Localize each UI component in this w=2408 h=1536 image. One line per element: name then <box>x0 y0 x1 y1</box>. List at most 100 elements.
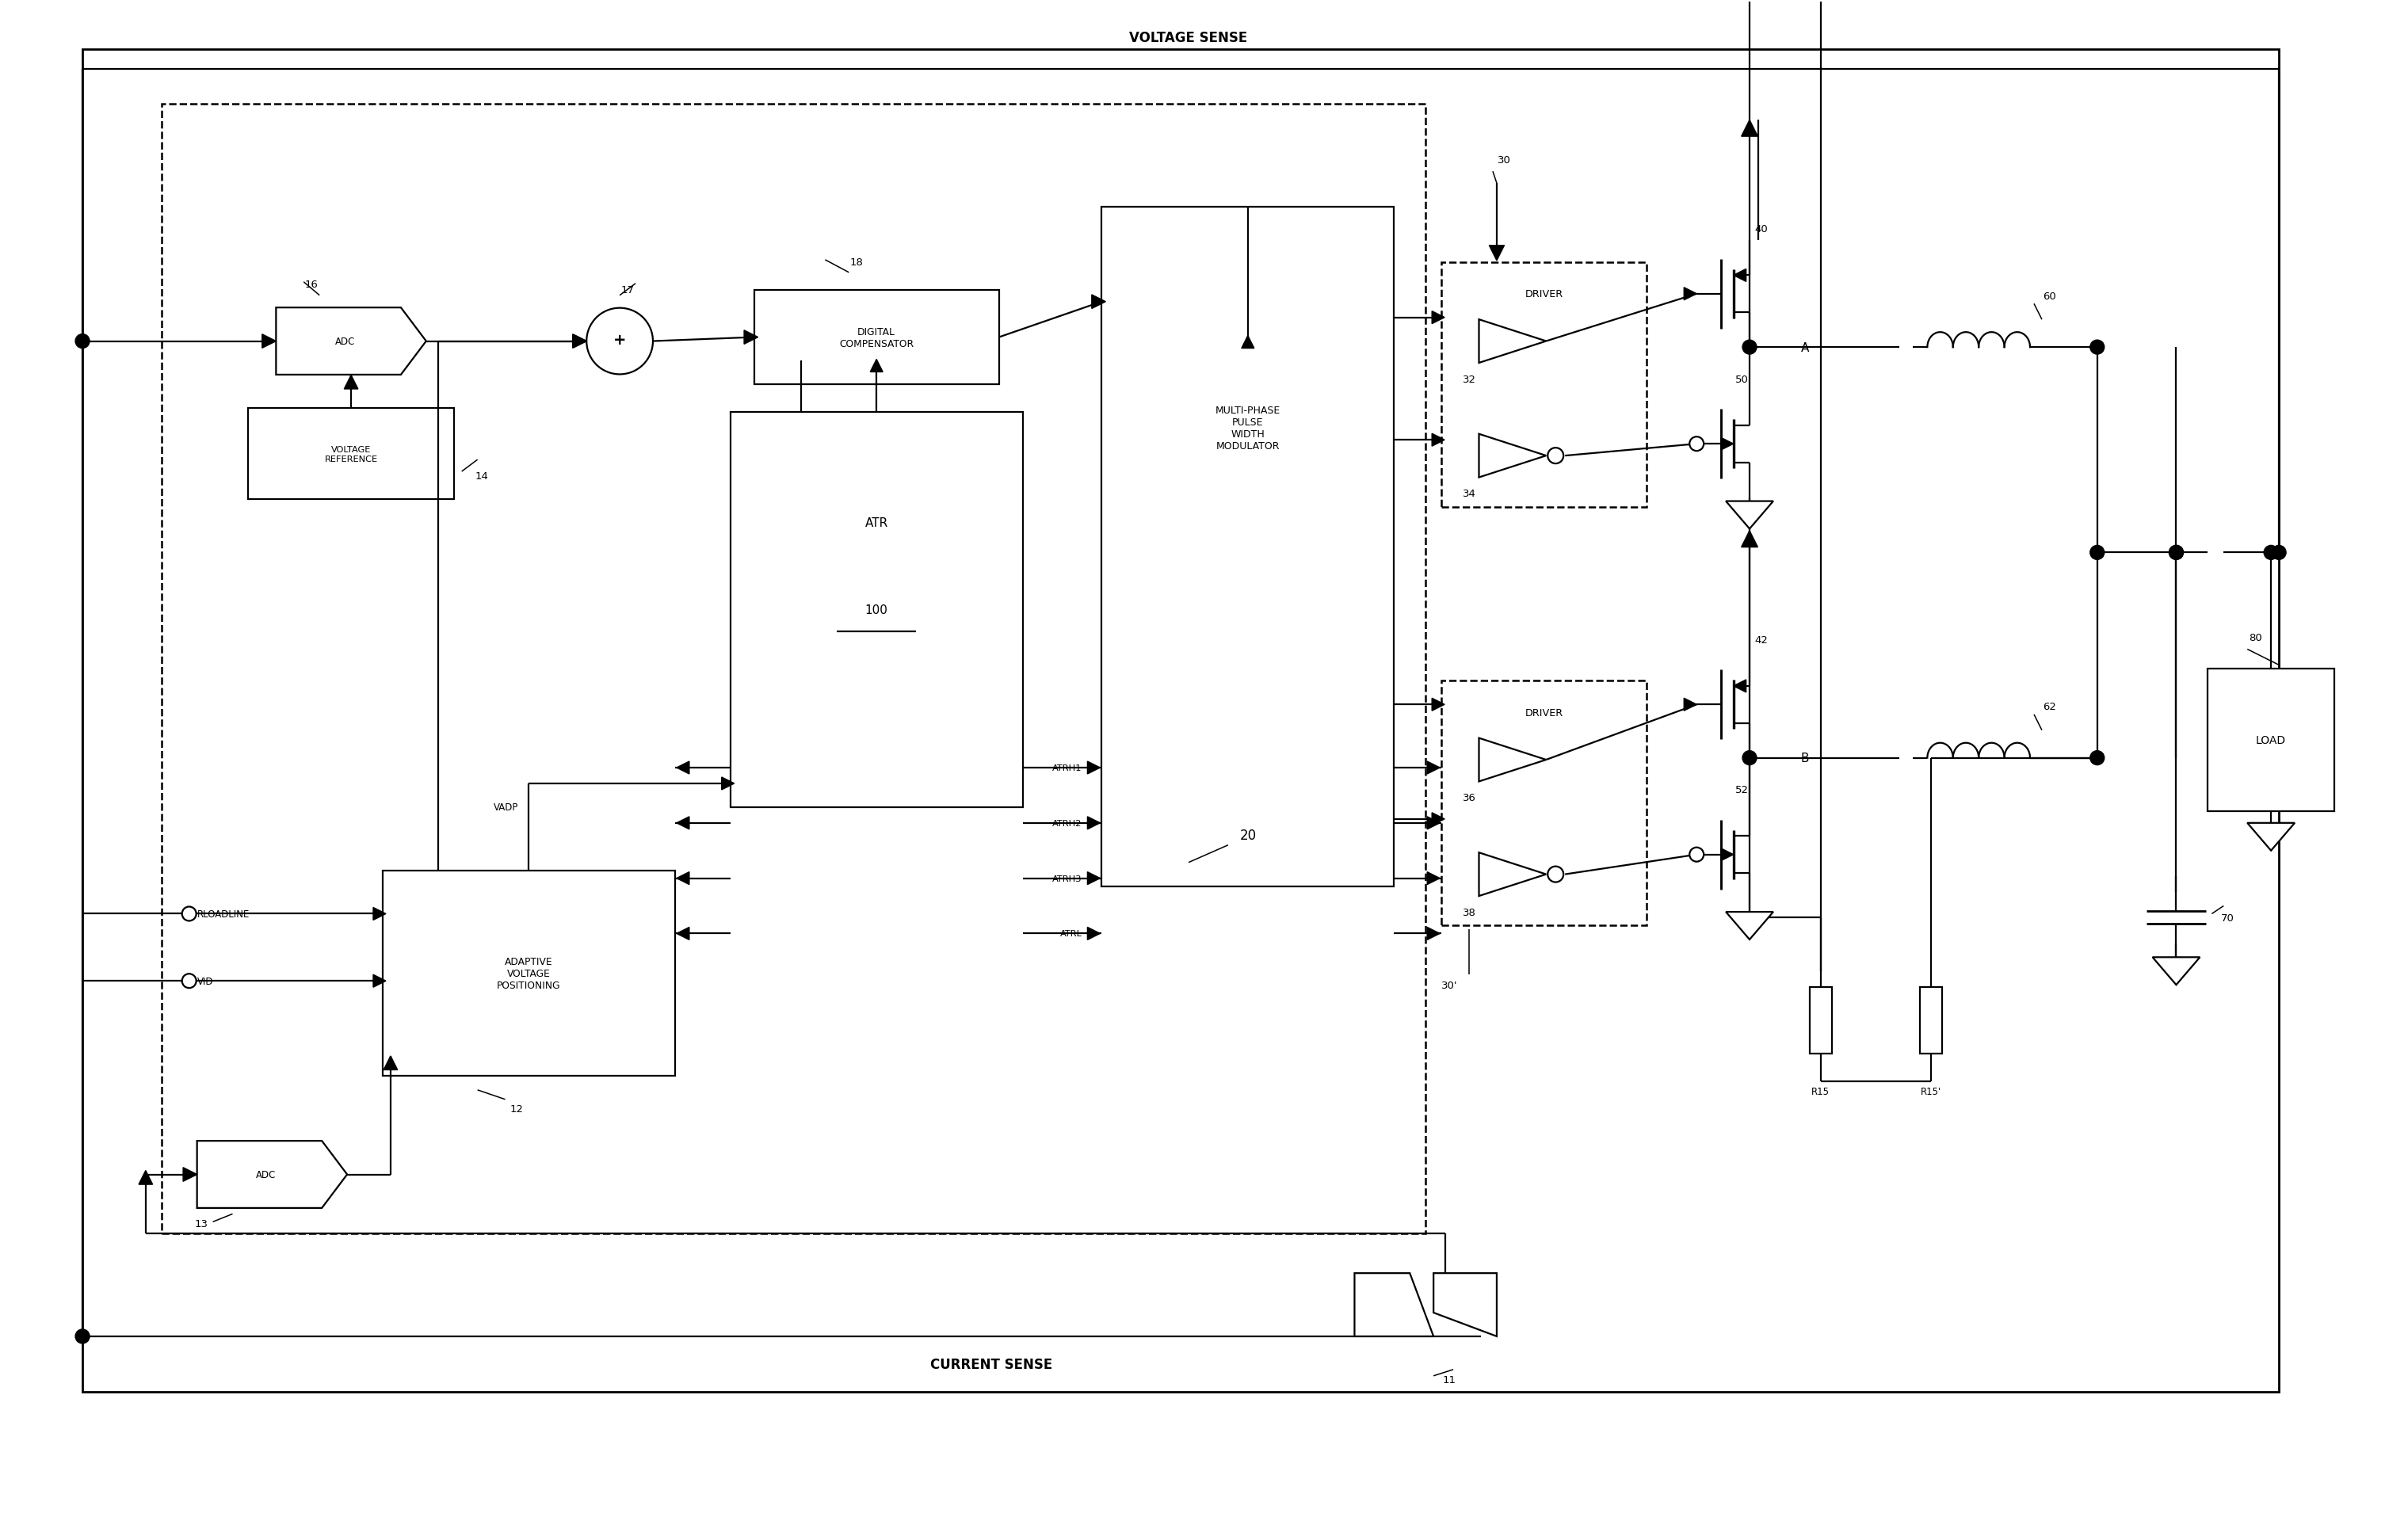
Bar <box>1103 207 1394 886</box>
Circle shape <box>75 335 89 349</box>
Text: 70: 70 <box>2220 912 2235 923</box>
Polygon shape <box>1683 287 1698 301</box>
Text: B: B <box>1801 753 1808 763</box>
Text: RLOADLINE: RLOADLINE <box>197 909 250 919</box>
Text: VOLTAGE SENSE: VOLTAGE SENSE <box>1129 31 1247 45</box>
Circle shape <box>588 309 653 375</box>
Circle shape <box>2170 545 2184 561</box>
Text: ADC: ADC <box>335 336 354 347</box>
Text: 50: 50 <box>1736 375 1748 384</box>
Text: A: A <box>1801 341 1808 353</box>
Polygon shape <box>277 309 426 375</box>
Bar <box>161 104 1426 1233</box>
Polygon shape <box>744 330 759 344</box>
Text: R15': R15' <box>1922 1086 1941 1097</box>
Polygon shape <box>1734 680 1746 693</box>
Text: 17: 17 <box>621 286 633 295</box>
Text: DRIVER: DRIVER <box>1524 289 1563 300</box>
Text: VADP: VADP <box>494 802 518 813</box>
Text: 13: 13 <box>195 1218 207 1229</box>
Text: 12: 12 <box>510 1104 525 1114</box>
Circle shape <box>2090 545 2105 561</box>
Polygon shape <box>573 335 588 349</box>
Text: 34: 34 <box>1462 488 1476 499</box>
Circle shape <box>2264 545 2278 561</box>
Text: 38: 38 <box>1462 908 1476 917</box>
Polygon shape <box>197 1141 347 1209</box>
Bar <box>1919 988 1943 1054</box>
Text: VID: VID <box>197 975 214 986</box>
Text: DRIVER: DRIVER <box>1524 708 1563 717</box>
Bar <box>1808 988 1832 1054</box>
Polygon shape <box>373 975 385 988</box>
Text: 80: 80 <box>2249 633 2261 644</box>
Polygon shape <box>1088 762 1100 774</box>
Text: R15: R15 <box>1811 1086 1830 1097</box>
Bar <box>1442 263 1647 507</box>
Circle shape <box>1548 449 1563 464</box>
Polygon shape <box>1243 336 1255 349</box>
Text: ATRH3: ATRH3 <box>1052 874 1081 883</box>
Text: DIGITAL
COMPENSATOR: DIGITAL COMPENSATOR <box>840 327 913 349</box>
Circle shape <box>1548 866 1563 883</box>
Polygon shape <box>1741 121 1758 137</box>
Polygon shape <box>1428 928 1440 940</box>
Text: ADC: ADC <box>255 1169 277 1180</box>
Polygon shape <box>869 359 884 372</box>
Polygon shape <box>677 872 689 885</box>
Text: ADAPTIVE
VOLTAGE
POSITIONING: ADAPTIVE VOLTAGE POSITIONING <box>496 957 561 991</box>
Text: 14: 14 <box>474 470 489 481</box>
Circle shape <box>183 974 195 988</box>
Text: 11: 11 <box>1442 1375 1457 1385</box>
Polygon shape <box>1433 1273 1498 1336</box>
Polygon shape <box>1722 848 1734 862</box>
Polygon shape <box>1727 502 1772 530</box>
Circle shape <box>75 1329 89 1344</box>
Circle shape <box>183 906 195 922</box>
Circle shape <box>1743 751 1758 765</box>
Polygon shape <box>1091 295 1105 309</box>
Text: ATRH1: ATRH1 <box>1052 763 1081 773</box>
Text: VOLTAGE
REFERENCE: VOLTAGE REFERENCE <box>325 445 378 464</box>
Polygon shape <box>1683 699 1698 711</box>
Polygon shape <box>2153 957 2201 985</box>
Bar <box>730 413 1023 808</box>
Polygon shape <box>1479 852 1546 897</box>
Text: CURRENT SENSE: CURRENT SENSE <box>929 1356 1052 1372</box>
Circle shape <box>2170 545 2184 561</box>
Circle shape <box>2090 341 2105 355</box>
Text: LOAD: LOAD <box>2256 734 2285 746</box>
Polygon shape <box>1479 319 1546 364</box>
Polygon shape <box>1488 246 1505 261</box>
Polygon shape <box>677 928 689 940</box>
Text: 40: 40 <box>1755 224 1767 235</box>
Text: ATRH2: ATRH2 <box>1052 819 1081 828</box>
Polygon shape <box>140 1170 152 1184</box>
Polygon shape <box>383 1057 397 1071</box>
Polygon shape <box>1356 1273 1433 1336</box>
Text: ATR: ATR <box>864 518 889 530</box>
Polygon shape <box>2247 823 2295 851</box>
Bar <box>248 409 453 499</box>
Text: 52: 52 <box>1734 785 1748 796</box>
Text: 100: 100 <box>864 604 889 616</box>
Polygon shape <box>344 376 359 390</box>
Polygon shape <box>1479 435 1546 478</box>
Polygon shape <box>373 908 385 920</box>
Polygon shape <box>722 777 734 790</box>
Circle shape <box>1690 438 1705 452</box>
Polygon shape <box>1088 872 1100 885</box>
Polygon shape <box>677 817 689 829</box>
Text: 60: 60 <box>2042 292 2056 301</box>
Polygon shape <box>1428 762 1440 774</box>
Polygon shape <box>677 762 689 774</box>
Polygon shape <box>573 335 588 349</box>
Circle shape <box>1690 848 1705 862</box>
Polygon shape <box>1741 531 1758 547</box>
Text: 30: 30 <box>1498 155 1512 166</box>
Text: +: + <box>614 333 626 347</box>
Circle shape <box>1743 341 1758 355</box>
Bar <box>1442 680 1647 926</box>
Polygon shape <box>1433 312 1445 324</box>
Bar <box>754 290 999 386</box>
